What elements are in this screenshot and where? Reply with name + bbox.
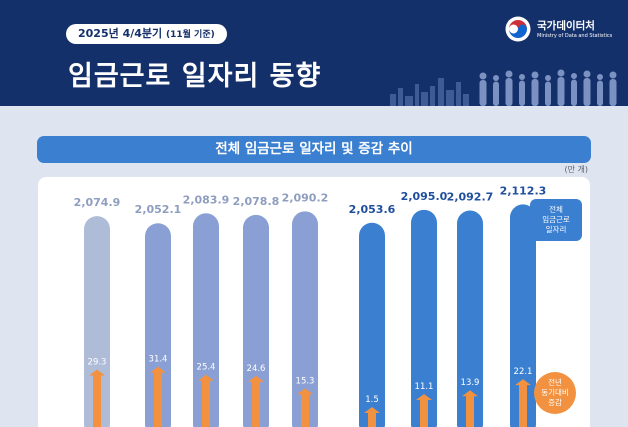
total-bar: [84, 216, 110, 427]
legend-total-jobs: 전체 임금근로 일자리: [530, 199, 582, 241]
city-people-silhouette-icon: [390, 69, 617, 106]
legend-total-line1: 전체: [549, 205, 563, 214]
total-value-label: 2,052.1: [135, 203, 182, 216]
change-value-label: 31.4: [149, 355, 168, 365]
change-arrow: [297, 388, 313, 427]
total-bar: [292, 211, 318, 427]
change-arrow: [89, 369, 105, 427]
total-value-label: 2,090.2: [282, 191, 329, 204]
change-value-label: 29.3: [88, 357, 107, 367]
taegeuk-emblem-icon: [505, 16, 531, 42]
change-arrow: [462, 390, 478, 427]
change-value-label: 22.1: [514, 367, 533, 377]
change-value-label: 24.6: [247, 364, 266, 374]
total-value-label: 2,053.6: [349, 203, 396, 216]
period-pill: 2025년 4/4분기 (11월 기준): [66, 24, 227, 44]
change-value-label: 1.5: [365, 395, 379, 405]
brand-name: 국가데이터처: [537, 20, 595, 32]
total-value-label: 2,095.0: [401, 190, 448, 203]
change-value-label: 11.1: [415, 382, 434, 392]
total-bar: [243, 214, 269, 427]
change-value-label: 15.3: [296, 376, 315, 386]
total-value-label: 2,112.3: [500, 184, 547, 197]
section-banner: 전체 임금근로 일자리 및 증감 추이: [37, 136, 591, 163]
brand-english: Ministry of Data and Statistics: [537, 33, 613, 39]
chart-panel: 2,074.9 29.3 2,052.1 31.4 2,083.9 25.4 2,078.8…: [38, 177, 590, 427]
unit-label: (만 개): [564, 165, 588, 174]
total-bar: [145, 223, 171, 427]
change-value-label: 25.4: [197, 363, 216, 373]
total-bar: [193, 213, 219, 427]
change-arrow: [416, 394, 432, 427]
change-arrow: [150, 366, 166, 427]
change-arrow: [364, 406, 380, 427]
jobs-bar-chart: 2,074.9 29.3 2,052.1 31.4 2,083.9 25.4 2,078.8…: [74, 184, 547, 427]
legend-change-line2: 동기대비: [541, 388, 569, 397]
period-note: (11월 기준): [165, 30, 215, 40]
legend-total-line3: 일자리: [545, 225, 567, 234]
legend-total-line2: 임금근로: [542, 215, 570, 224]
page-title: 임금근로 일자리 동향: [68, 61, 322, 92]
total-bar: [359, 222, 385, 427]
total-value-label: 2,083.9: [183, 193, 230, 206]
period-label: 2025년 4/4분기: [78, 27, 163, 40]
total-bar: [457, 210, 483, 427]
change-arrow: [198, 374, 214, 427]
total-value-label: 2,074.9: [74, 196, 121, 209]
change-value-label: 13.9: [461, 378, 480, 388]
header: 2025년 4/4분기 (11월 기준) 임금근로 일자리 동향 국가데이터처 …: [0, 0, 628, 106]
legend-yoy-change: 전년 동기대비 증감: [534, 372, 576, 414]
change-arrow: [515, 379, 531, 427]
change-arrow: [248, 375, 264, 427]
total-value-label: 2,078.8: [233, 195, 280, 208]
legend-change-line3: 증감: [548, 398, 562, 407]
total-value-label: 2,092.7: [447, 191, 494, 204]
total-bar: [510, 204, 536, 427]
total-bar: [411, 209, 437, 427]
brand-logo: 국가데이터처 Ministry of Data and Statistics: [505, 16, 623, 46]
legend-change-line1: 전년: [548, 378, 562, 387]
